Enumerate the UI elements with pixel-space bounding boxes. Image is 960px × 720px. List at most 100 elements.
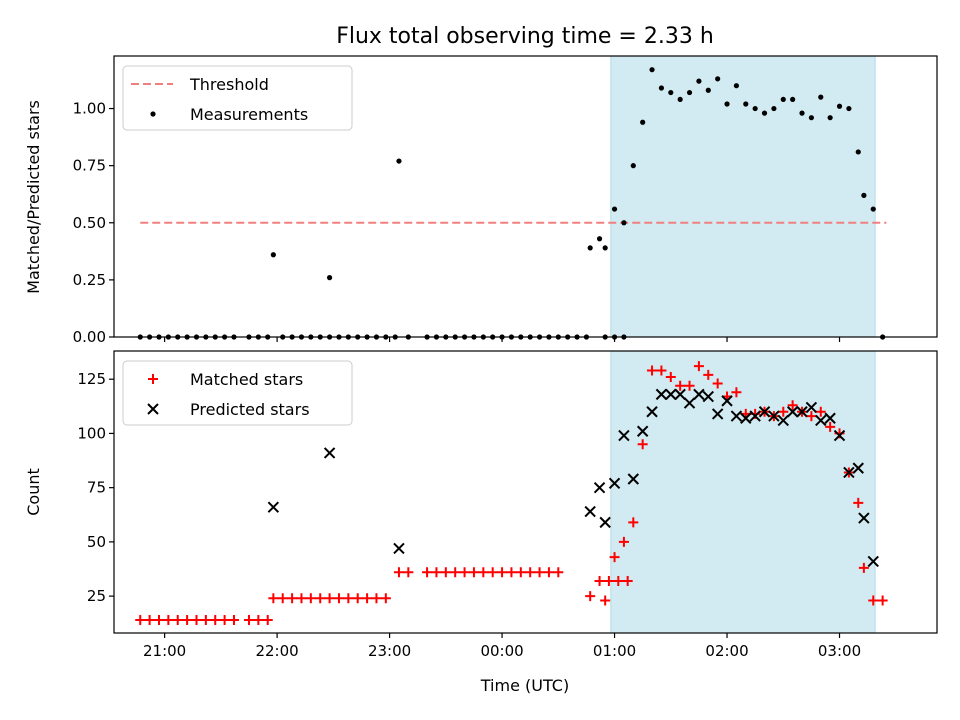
y-tick-label: 1.00 <box>73 100 106 118</box>
predicted-star-point <box>665 388 677 401</box>
bottom-plot-area: 25 50 75 100 125 21:00 22:00 23:00 00:00 01:00 02:… <box>77 350 938 660</box>
matched-star-point <box>450 567 461 578</box>
matched-star-point <box>853 497 864 508</box>
matched-star-point <box>600 595 611 606</box>
matched-star-point <box>622 575 633 586</box>
predicted-star-point <box>674 388 686 401</box>
measurement-point <box>870 206 876 212</box>
matched-star-point <box>585 591 596 602</box>
measurement-point <box>808 115 814 121</box>
x-tick-label: 22:00 <box>255 642 298 660</box>
bottom-y-axis-label: Count <box>24 468 43 516</box>
matched-star-point <box>684 380 695 391</box>
predicted-star-point <box>608 477 621 490</box>
predicted-star-point <box>796 406 808 418</box>
matched-star-point <box>182 614 193 625</box>
predicted-star-point <box>833 429 846 442</box>
matched-star-point <box>515 567 526 578</box>
measurement-point <box>761 110 768 116</box>
predicted-star-point <box>749 410 761 422</box>
measurement-point <box>611 206 618 212</box>
legend-predicted-swatch <box>147 403 159 415</box>
measurement-point <box>790 96 796 103</box>
predicted-star-point <box>618 429 630 442</box>
y-tick-label: 0.75 <box>73 157 106 175</box>
y-tick-label: 100 <box>77 424 106 442</box>
matched-star-point <box>393 567 404 578</box>
measurement-point <box>630 163 636 169</box>
predicted-star-point <box>730 410 743 422</box>
measurement-point <box>686 89 693 96</box>
axes-frame <box>113 350 938 634</box>
matched-star-point <box>219 614 230 625</box>
predicted-star-point <box>693 388 705 401</box>
measurement-point <box>743 101 749 107</box>
predicted-star-point <box>777 414 789 427</box>
predicted-star-point <box>267 501 280 513</box>
top-y-axis-label: Matched/Predicted stars <box>24 100 43 294</box>
y-tick-label: 0.50 <box>73 214 106 232</box>
matched-star-point <box>403 567 414 578</box>
matched-star-point <box>262 614 273 625</box>
matched-star-point <box>534 567 545 578</box>
measurement-point <box>270 252 276 258</box>
legend-label: Measurements <box>190 105 308 124</box>
matched-star-point <box>525 567 536 578</box>
predicted-star-point <box>805 401 818 414</box>
legend-measurement-swatch <box>150 111 156 117</box>
predicted-star-point <box>323 447 336 459</box>
matched-star-point <box>543 567 554 578</box>
measurement-point <box>752 105 758 112</box>
matched-star-point <box>210 614 221 625</box>
measurement-point <box>705 87 711 93</box>
y-tick-label: 50 <box>87 533 106 551</box>
matched-star-point <box>228 614 239 625</box>
matched-star-point <box>468 567 479 578</box>
measurement-point <box>621 220 627 226</box>
matched-star-point <box>613 575 624 586</box>
matched-star-point <box>305 593 316 604</box>
matched-star-point <box>135 614 146 625</box>
matched-star-point <box>362 593 373 604</box>
matched-star-point <box>675 380 686 391</box>
measurement-point <box>668 89 674 96</box>
matched-star-point <box>324 593 335 604</box>
matched-star-point <box>459 567 470 578</box>
predicted-star-point <box>768 410 780 422</box>
matched-star-point <box>431 567 442 578</box>
predicted-star-point <box>646 406 658 418</box>
matched-star-point <box>825 421 836 432</box>
matched-star-point <box>815 406 826 417</box>
predicted-star-point <box>627 473 640 485</box>
measurement-point <box>396 158 402 164</box>
observing-window-span <box>610 55 876 338</box>
measurement-point <box>326 275 333 281</box>
y-tick-label: 125 <box>77 370 106 388</box>
predicted-star-point <box>393 542 405 555</box>
predicted-star-point <box>740 412 752 424</box>
matched-star-point <box>806 411 817 422</box>
matched-star-point <box>712 378 723 389</box>
predicted-star-point <box>824 412 836 424</box>
predicted-star-point <box>593 481 606 494</box>
matched-star-point <box>380 593 391 604</box>
predicted-star-point <box>843 466 855 479</box>
y-tick-label: 25 <box>87 587 106 605</box>
predicted-star-point <box>711 408 724 420</box>
x-tick-label: 01:00 <box>593 642 636 660</box>
series-predicted-stars <box>267 388 879 568</box>
matched-star-point <box>440 567 451 578</box>
matched-star-point <box>343 593 354 604</box>
predicted-star-point <box>655 388 668 401</box>
matched-star-point <box>858 562 869 573</box>
x-axis-label: Time (UTC) <box>480 676 569 695</box>
predicted-star-point <box>786 406 799 418</box>
legend-label: Predicted stars <box>190 400 310 419</box>
predicted-star-point <box>599 516 611 529</box>
x-tick-label: 21:00 <box>143 642 186 660</box>
measurement-point <box>724 101 730 107</box>
measurement-point <box>836 103 843 109</box>
x-tick-label: 23:00 <box>368 642 411 660</box>
matched-star-point <box>296 593 307 604</box>
